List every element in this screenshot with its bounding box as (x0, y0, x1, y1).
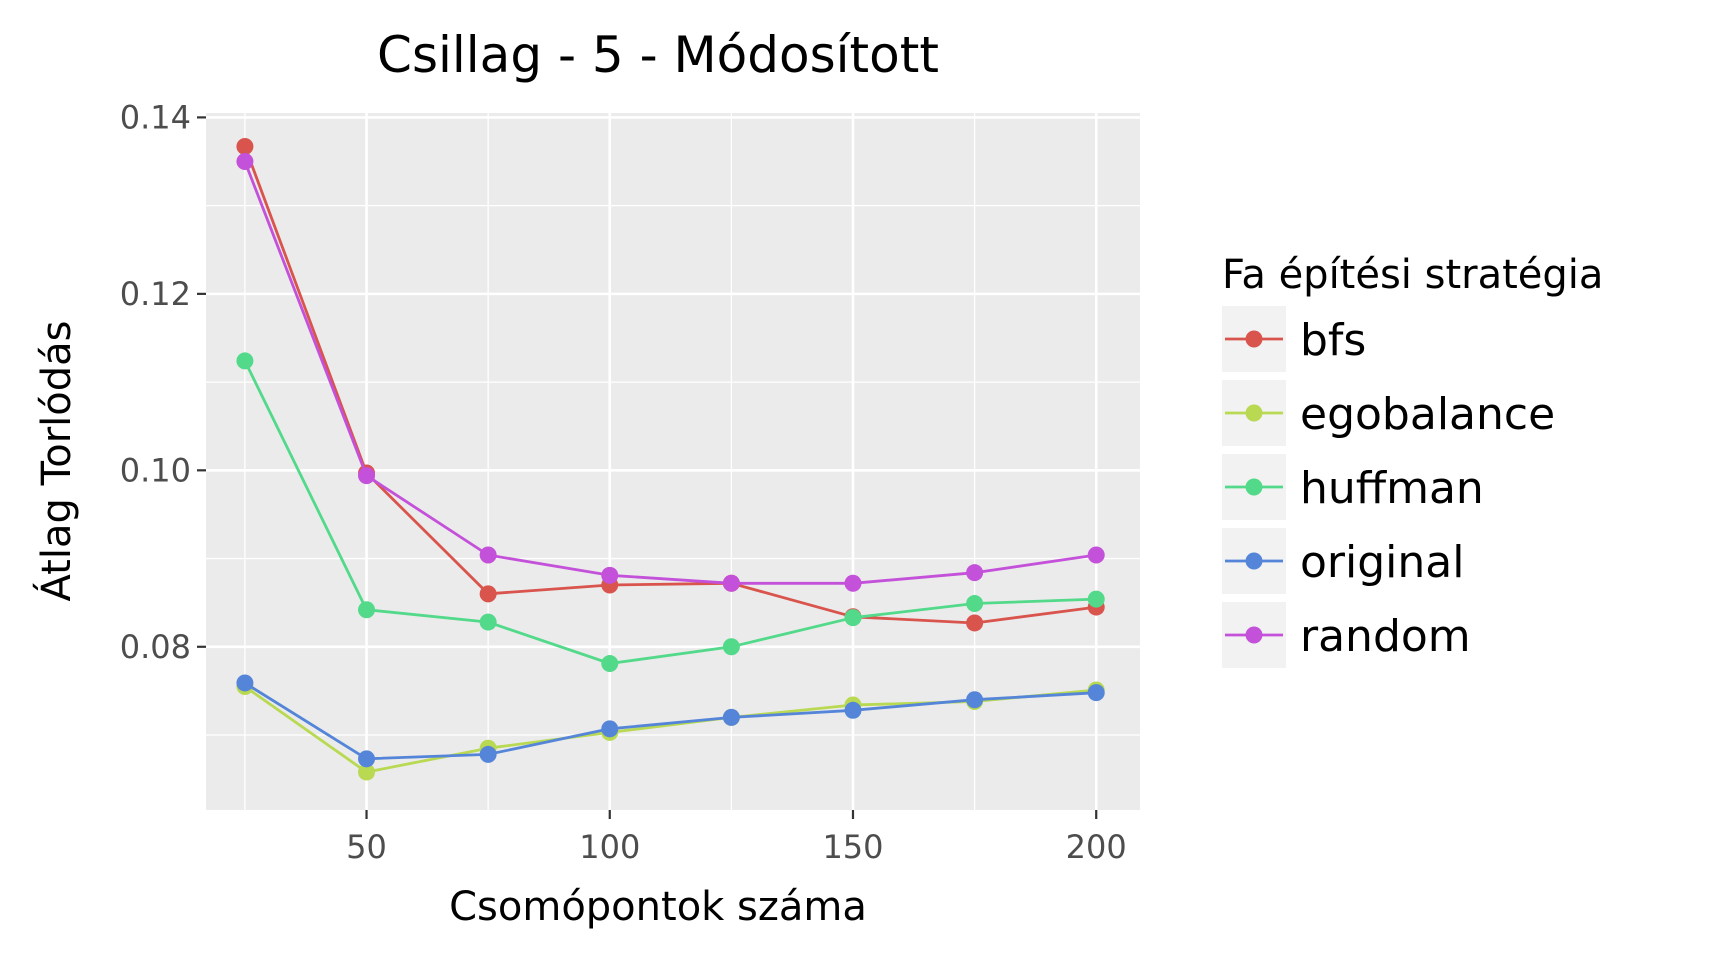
data-point-egobalance (358, 763, 376, 781)
y-tick-label: 0.10 (120, 451, 191, 489)
data-point-bfs (236, 138, 254, 156)
x-axis: 50 100 150 200 (346, 810, 1127, 866)
legend-items: bfs egobalance huffman original random (1222, 306, 1555, 668)
data-point-original (601, 720, 619, 738)
data-point-huffman (479, 613, 497, 631)
series-layer (236, 138, 1105, 781)
y-tick-label: 0.08 (120, 628, 191, 666)
chart-title: Csillag - 5 - Módosított (377, 26, 939, 84)
series-huffman (236, 352, 1105, 673)
legend-item-egobalance: egobalance (1222, 380, 1555, 446)
data-point-original (479, 745, 497, 763)
series-line-original (244, 681, 1097, 761)
data-point-random (966, 564, 984, 582)
series-line-random (243, 160, 1097, 585)
legend-key-point (1245, 626, 1263, 644)
legend-key-point (1245, 404, 1263, 422)
data-point-original (358, 750, 376, 768)
series-random (236, 153, 1105, 592)
legend-label: bfs (1300, 315, 1366, 366)
legend-item-random: random (1222, 602, 1471, 668)
series-line-huffman (243, 360, 1097, 665)
data-point-random (722, 574, 740, 592)
y-axis-title: Átlag Torlódás (32, 321, 80, 602)
plot-background (206, 113, 1140, 810)
series-line-bfs (243, 146, 1097, 625)
data-point-bfs (966, 614, 984, 632)
x-tick-label: 150 (822, 828, 883, 866)
series-original (236, 674, 1105, 768)
minor-gridlines (206, 113, 1140, 810)
data-point-huffman (236, 352, 254, 370)
legend-label: random (1300, 611, 1471, 662)
data-point-random (236, 153, 254, 171)
data-point-huffman (722, 638, 740, 656)
data-point-huffman (601, 655, 619, 673)
legend-item-bfs: bfs (1222, 306, 1366, 372)
data-point-original (236, 674, 254, 692)
legend-label: egobalance (1300, 389, 1555, 440)
x-axis-title: Csomópontok száma (449, 884, 867, 930)
data-point-random (479, 546, 497, 564)
data-point-random (844, 574, 862, 592)
data-point-huffman (358, 601, 376, 619)
data-point-huffman (1087, 590, 1105, 608)
legend-item-huffman: huffman (1222, 454, 1484, 520)
major-gridlines (206, 113, 1140, 810)
data-point-original (844, 701, 862, 719)
data-point-huffman (966, 595, 984, 613)
legend-key-point (1245, 478, 1263, 496)
data-point-random (1087, 546, 1105, 564)
data-point-original (1087, 684, 1105, 702)
data-point-random (358, 467, 376, 485)
y-tick-label: 0.12 (120, 275, 191, 313)
legend-key-point (1245, 330, 1263, 348)
data-point-random (601, 566, 619, 584)
data-point-original (966, 691, 984, 709)
legend-label: huffman (1300, 463, 1484, 514)
legend-key-point (1245, 552, 1263, 570)
legend-label: original (1300, 537, 1464, 588)
y-axis: 0.08 0.10 0.12 0.14 (120, 98, 206, 666)
legend: Fa építési stratégia bfs egobalance huffma… (1222, 252, 1603, 668)
data-point-huffman (844, 609, 862, 627)
data-point-original (722, 708, 740, 726)
x-tick-label: 100 (579, 828, 640, 866)
data-point-bfs (479, 585, 497, 603)
legend-title: Fa építési stratégia (1222, 252, 1603, 298)
x-tick-label: 50 (346, 828, 387, 866)
x-tick-label: 200 (1066, 828, 1127, 866)
legend-item-original: original (1222, 528, 1464, 594)
y-tick-label: 0.14 (120, 98, 191, 136)
